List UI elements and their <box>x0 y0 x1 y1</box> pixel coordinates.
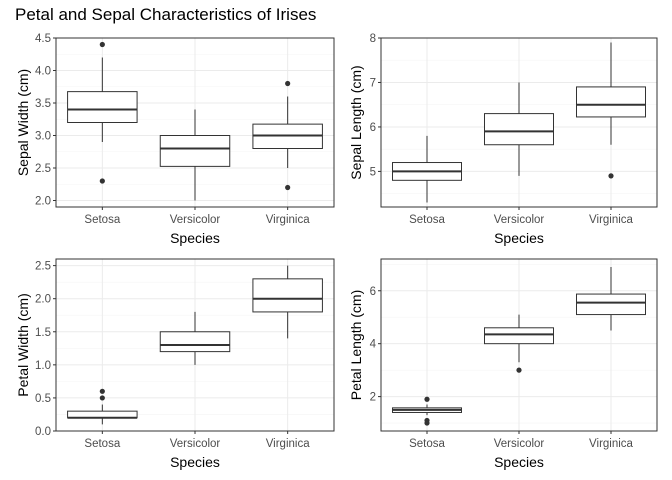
x-tick-label: Setosa <box>409 214 445 226</box>
box-versicolor <box>159 311 231 365</box>
y-tick-label: 1.5 <box>35 327 51 339</box>
outlier-point <box>99 41 105 48</box>
y-tick-label: 5 <box>370 166 376 178</box>
box-iqr <box>159 135 231 167</box>
outlier-point <box>424 396 430 402</box>
y-tick-label: 6 <box>370 122 376 134</box>
box-virginica <box>576 266 646 331</box>
box-versicolor <box>159 109 231 201</box>
box-iqr <box>484 113 554 146</box>
x-tick-label: Virginica <box>266 438 310 450</box>
x-tick-label: Versicolor <box>494 214 545 226</box>
box-versicolor <box>484 314 554 373</box>
x-tick-label: Versicolor <box>170 438 221 450</box>
box-iqr <box>576 293 646 316</box>
x-tick-label: Virginica <box>589 438 633 450</box>
chart-panel-4: 2 4 6 Setosa Versicolor Virginica Species Petal… <box>348 258 658 470</box>
outlier-point <box>99 178 105 184</box>
y-tick-label: 2.5 <box>35 163 51 175</box>
y-tick-label: 8 <box>370 33 376 45</box>
x-axis-title: Species <box>170 230 220 246</box>
y-axis-title: Sepal Width (cm) <box>15 69 31 176</box>
x-tick-label: Versicolor <box>494 438 545 450</box>
x-axis-title: Species <box>494 454 544 470</box>
outlier-point <box>99 395 105 401</box>
outlier-point <box>285 184 291 191</box>
box-virginica <box>252 80 323 191</box>
outlier-point <box>285 80 291 87</box>
box-iqr <box>159 331 231 353</box>
x-tick-label: Setosa <box>409 438 445 450</box>
y-tick-label: 1.0 <box>35 360 51 372</box>
box-virginica <box>576 42 646 179</box>
y-axis-title: Sepal Length (cm) <box>348 65 364 179</box>
y-tick-label: 2.0 <box>35 196 51 208</box>
x-tick-label: Setosa <box>84 214 120 226</box>
box-iqr <box>67 91 138 123</box>
box-virginica <box>252 265 323 339</box>
y-tick-label: 3.0 <box>35 131 51 143</box>
box-versicolor <box>484 82 554 176</box>
y-tick-label: 4 <box>370 339 377 351</box>
x-tick-label: Versicolor <box>170 214 221 226</box>
x-tick-label: Virginica <box>266 214 310 226</box>
y-tick-label: 6 <box>370 286 376 298</box>
box-setosa <box>392 135 462 203</box>
box-iqr <box>484 327 554 345</box>
figure-title: Petal and Sepal Characteristics of Irise… <box>15 5 317 24</box>
y-tick-label: 4.5 <box>35 33 51 45</box>
y-axis-title: Petal Width (cm) <box>15 293 31 396</box>
box-setosa <box>67 388 138 425</box>
outlier-point <box>99 388 105 394</box>
x-tick-label: Virginica <box>589 214 633 226</box>
y-tick-label: 2.0 <box>35 294 51 306</box>
x-axis-title: Species <box>170 454 220 470</box>
box-setosa <box>392 396 462 426</box>
box-iqr <box>576 86 646 118</box>
y-tick-label: 0.0 <box>35 426 51 438</box>
chart-panel-1: 2.0 2.5 3.0 3.5 4.0 4.5 Setosa Versicolor Virgin… <box>15 33 335 246</box>
y-axis-title: Petal Length (cm) <box>348 290 364 401</box>
y-tick-label: 4.0 <box>35 66 51 78</box>
outlier-point <box>424 420 430 426</box>
outlier-point <box>608 173 614 179</box>
y-tick-label: 0.5 <box>35 393 51 405</box>
box-iqr <box>252 278 323 313</box>
y-tick-label: 3.5 <box>35 98 51 110</box>
box-setosa <box>67 41 138 184</box>
chart-panel-3: 0.0 0.5 1.0 1.5 2.0 2.5 Setosa Versicolor Virgin… <box>15 258 335 470</box>
x-tick-label: Setosa <box>84 438 120 450</box>
y-tick-label: 2.5 <box>35 261 51 273</box>
x-axis-title: Species <box>494 230 544 246</box>
y-tick-label: 2 <box>370 392 376 404</box>
chart-panel-2: 5 6 7 8 Setosa Versicolor Virginica Species Sepa… <box>348 33 658 246</box>
y-tick-label: 7 <box>370 77 376 89</box>
outlier-point <box>516 367 522 373</box>
